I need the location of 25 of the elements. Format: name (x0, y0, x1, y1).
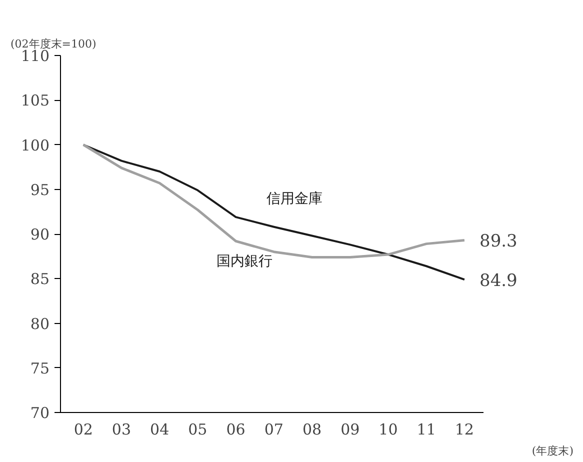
x-tick-label: 09 (340, 420, 360, 438)
x-tick-label: 07 (264, 420, 284, 438)
annotation: 89.3 (480, 232, 518, 252)
y-tick-label: 105 (20, 92, 50, 110)
y-tick-label: 75 (30, 359, 50, 378)
y-tick-label: 80 (30, 314, 50, 333)
x-tick-label: 05 (188, 420, 208, 438)
series-label: 信用金庫 (266, 191, 322, 208)
y-axis-title: (02年度末=100) (10, 38, 96, 50)
x-tick-label: 12 (454, 420, 474, 438)
x-tick-label: 08 (302, 420, 322, 438)
x-axis-title: (年度末) (532, 444, 574, 458)
x-tick-label: 06 (226, 420, 246, 438)
annotation: 84.9 (480, 271, 518, 292)
x-tick-label: 04 (150, 420, 170, 438)
x-tick-label: 11 (416, 420, 436, 438)
y-tick-label: 70 (30, 404, 50, 422)
y-tick-label: 95 (30, 180, 50, 199)
series-label: 国内銀行 (216, 254, 273, 270)
x-tick-label: 10 (378, 420, 398, 438)
x-tick-label: 02 (74, 420, 93, 438)
x-tick-label: 03 (112, 420, 132, 438)
y-tick-label: 90 (30, 226, 50, 244)
y-tick-label: 100 (20, 136, 50, 154)
y-tick-label: 85 (30, 270, 50, 288)
